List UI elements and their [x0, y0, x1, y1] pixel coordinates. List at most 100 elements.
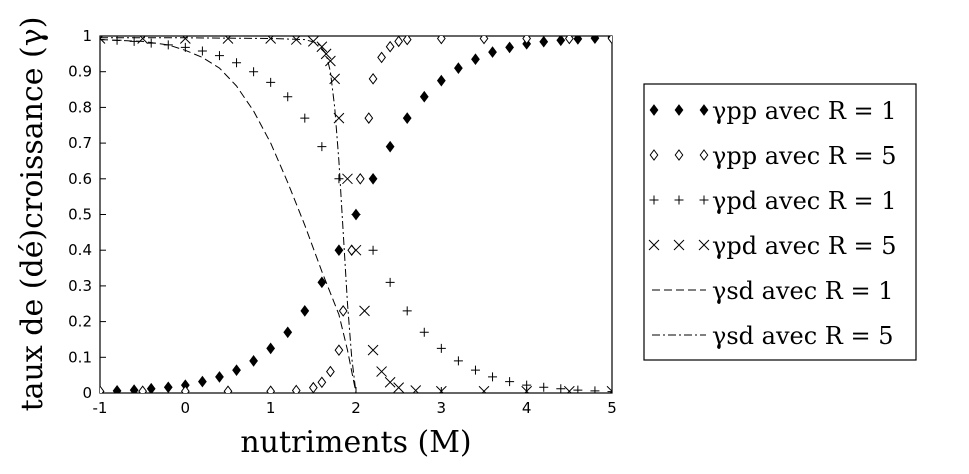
series-3 — [100, 36, 612, 393]
data-point — [376, 366, 387, 377]
data-point — [556, 36, 566, 47]
legend-swatch — [673, 239, 685, 251]
data-point — [232, 58, 242, 68]
data-point — [478, 385, 490, 393]
data-point — [522, 380, 532, 390]
data-point — [505, 377, 515, 387]
data-point — [364, 112, 374, 124]
data-point — [419, 90, 429, 103]
data-point — [232, 364, 241, 376]
y-tick-label: 0.6 — [68, 170, 92, 188]
data-point — [367, 344, 379, 356]
data-point — [607, 36, 612, 45]
legend-swatch — [699, 195, 709, 205]
series-6 — [100, 37, 357, 393]
y-tick-label: 0.9 — [68, 63, 92, 81]
x-axis-label: nutriments (M) — [240, 425, 471, 460]
data-point — [283, 326, 293, 339]
data-point — [607, 387, 612, 393]
data-point — [223, 385, 233, 393]
legend-box — [643, 83, 917, 361]
legend-label: γsd avec R = 5 — [712, 322, 894, 350]
x-tick-label: 2 — [351, 399, 361, 417]
data-point — [573, 385, 583, 393]
data-point — [453, 356, 463, 366]
data-point — [342, 173, 353, 185]
y-tick-label: 0.7 — [68, 134, 92, 152]
x-tick-label: 4 — [522, 399, 532, 417]
series-line — [100, 37, 357, 393]
data-point — [100, 385, 105, 393]
legend-label: γsd avec R = 1 — [712, 277, 894, 305]
legend-swatch — [648, 239, 660, 251]
legend-entry: γpd avec R = 5 — [648, 232, 897, 260]
data-point — [471, 53, 480, 66]
legend-entry: γpp avec R = 5 — [649, 142, 897, 170]
data-point — [521, 385, 533, 393]
data-point — [368, 172, 378, 185]
data-point — [249, 355, 258, 367]
data-point — [317, 376, 327, 389]
data-point — [377, 51, 386, 64]
x-tick-label: 1 — [266, 399, 276, 417]
legend-swatch — [649, 149, 659, 161]
legend: γpp avec R = 1 γpp avec R = 5 γpd avec R =… — [643, 83, 917, 361]
data-point — [197, 46, 207, 56]
y-tick-label: 0.3 — [68, 277, 92, 295]
data-point — [307, 36, 319, 47]
data-point — [291, 384, 301, 393]
series-1 — [100, 36, 612, 393]
legend-entry: γsd avec R = 1 — [652, 277, 894, 305]
data-point — [436, 74, 446, 87]
data-point — [100, 36, 106, 44]
y-tick-label: 0 — [82, 384, 92, 402]
x-tick-label: 5 — [607, 399, 617, 417]
data-point — [347, 244, 357, 257]
data-point — [129, 384, 139, 393]
legend-swatch — [674, 104, 684, 116]
data-point — [436, 343, 446, 353]
data-point — [385, 40, 395, 53]
data-point — [410, 385, 422, 393]
data-point — [488, 46, 497, 58]
data-point — [338, 305, 348, 317]
data-point — [539, 36, 549, 48]
data-point — [384, 376, 396, 388]
y-axis-label: taux de (dé)croissance (γ) — [15, 17, 50, 412]
data-point — [359, 305, 370, 317]
data-point — [351, 210, 361, 219]
legend-entry: γpp avec R = 1 — [649, 97, 897, 125]
data-point — [317, 142, 327, 152]
y-axis-ticks: 0 0.1 0.2 0.3 0.4 0.5 0.6 0.7 0.8 0.9 1 — [68, 27, 106, 402]
x-tick-label: 0 — [181, 399, 191, 417]
data-point — [137, 36, 149, 44]
data-point — [590, 386, 600, 393]
data-point — [394, 36, 404, 48]
y-tick-label: 1 — [82, 27, 92, 45]
y-tick-label: 0.1 — [68, 348, 92, 366]
series-4 — [100, 36, 612, 393]
data-point — [265, 36, 277, 44]
data-point — [419, 327, 429, 337]
legend-label: γpd avec R = 5 — [712, 232, 897, 260]
data-point — [488, 372, 498, 382]
series-layer — [100, 36, 612, 393]
y-tick-label: 0.4 — [68, 241, 92, 259]
data-point — [266, 77, 276, 87]
legend-label: γpp avec R = 1 — [712, 97, 897, 125]
legend-entry: γpd avec R = 1 — [649, 187, 897, 215]
data-point — [505, 41, 514, 54]
x-axis-ticks: -1 0 1 2 3 4 5 — [93, 387, 617, 417]
data-point — [556, 384, 566, 393]
legend-entry: γsd avec R = 5 — [652, 322, 894, 350]
data-point — [393, 382, 405, 393]
data-point — [590, 36, 600, 44]
legend-swatch — [674, 195, 684, 205]
data-point — [402, 36, 412, 46]
data-point — [334, 344, 344, 356]
data-point — [385, 140, 395, 153]
series-5 — [100, 39, 357, 393]
data-point — [454, 62, 463, 74]
data-point — [214, 51, 224, 61]
